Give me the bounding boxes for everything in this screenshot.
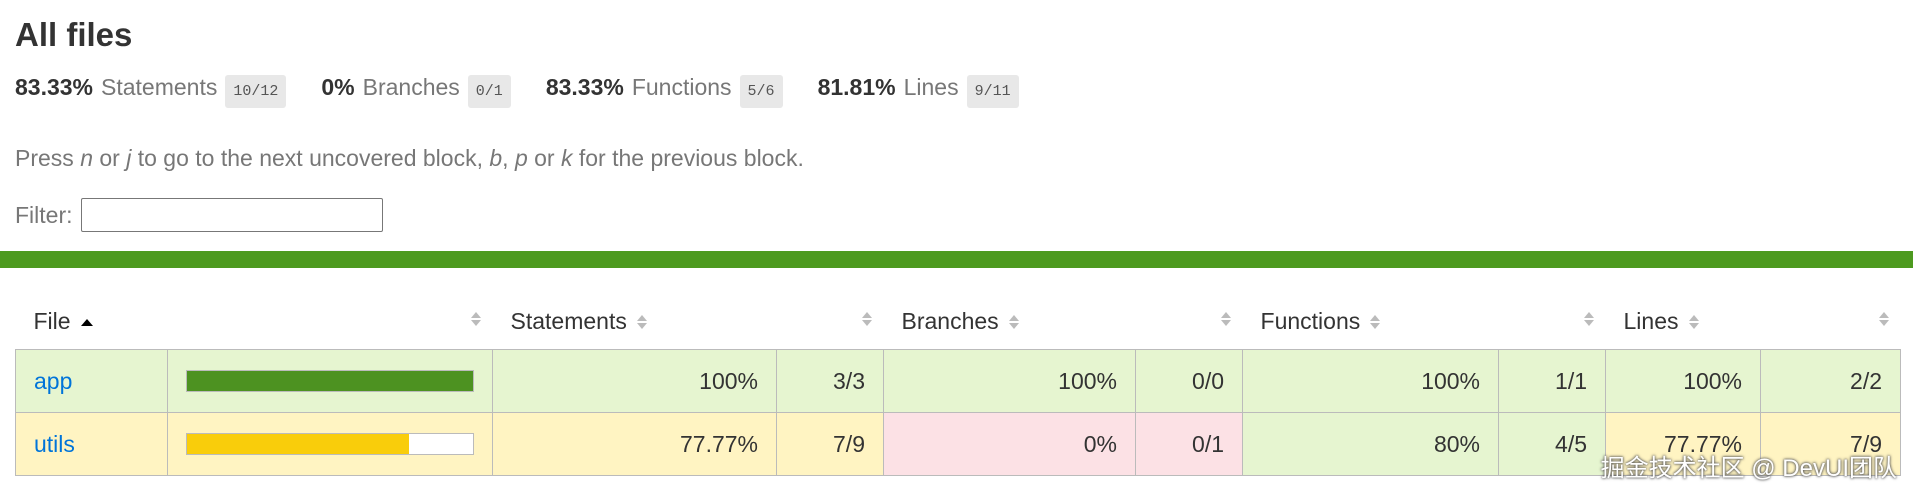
metric-percent: 100%	[883, 349, 1136, 413]
sort-arrow	[80, 318, 93, 326]
help-segment: ,	[502, 145, 515, 171]
bar-cell	[167, 412, 493, 476]
metric-fraction: 2/2	[1760, 349, 1902, 413]
column-header[interactable]: Functions	[1243, 293, 1606, 350]
key: j	[126, 145, 132, 171]
file-link[interactable]: app	[34, 367, 73, 394]
summary-item: 81.81% Lines 9/11	[817, 74, 1019, 108]
coverage-bar	[186, 433, 474, 455]
metric-fraction: 0/0	[1134, 349, 1244, 413]
header-row: File Statements Branches Functions Lines	[16, 293, 1901, 350]
sort-icon[interactable]	[1688, 315, 1699, 330]
summary-percent: 83.33%	[545, 74, 624, 100]
column-title: Statements	[510, 307, 627, 334]
column-header[interactable]: File	[16, 293, 493, 350]
summary-name: Statements	[101, 74, 218, 100]
file-cell: app	[15, 349, 168, 413]
filter: Filter:	[15, 198, 383, 232]
column-title: Branches	[901, 307, 999, 334]
metric-percent: 100%	[492, 349, 777, 413]
metric-percent: 100%	[1242, 349, 1500, 413]
sort-icon[interactable]	[1878, 312, 1889, 326]
filter-label: Filter:	[15, 201, 73, 228]
metric-percent: 77.77%	[492, 412, 777, 476]
metric-fraction: 7/9	[776, 412, 884, 476]
metric-percent: 77.77%	[1605, 412, 1762, 476]
key: b	[489, 145, 503, 171]
sort-icon[interactable]	[1008, 315, 1019, 330]
coverage-table: File Statements Branches Functions Lines app…	[15, 293, 1902, 476]
sort-icon[interactable]	[861, 312, 872, 326]
filter-input[interactable]	[80, 198, 383, 232]
key: k	[560, 145, 573, 171]
help-segment: to go to the next uncovered block,	[131, 145, 490, 171]
summary-fraction: 10/12	[225, 75, 287, 108]
page-title: All files	[15, 16, 133, 53]
summary-fraction: 9/11	[966, 75, 1019, 108]
metric-fraction: 1/1	[1498, 349, 1607, 413]
summary: 83.33% Statements 10/12 0% Branches 0/1 83.33%…	[15, 74, 1019, 108]
metric-fraction: 0/1	[1134, 412, 1244, 476]
summary-name: Functions	[631, 74, 732, 100]
help-segment: or	[92, 145, 127, 171]
column-title: File	[33, 307, 71, 334]
file-row: app 100% 3/3 100% 0/0 100% 1/1 100% 2/2	[15, 349, 1902, 413]
metric-percent: 100%	[1605, 349, 1762, 413]
metric-fraction: 7/9	[1760, 412, 1902, 476]
summary-percent: 81.81%	[817, 74, 896, 100]
column-header[interactable]: Branches	[884, 293, 1243, 350]
help-text: Press n or j to go to the next uncovered…	[15, 145, 804, 172]
metric-fraction: 3/3	[776, 349, 884, 413]
metric-percent: 0%	[883, 412, 1136, 476]
coverage-fill	[187, 434, 410, 454]
key: p	[514, 145, 528, 171]
sort-icon[interactable]	[470, 312, 481, 326]
sort-icon[interactable]	[636, 315, 647, 330]
watermark: 掘金技术社区 @ DevUI团队	[1600, 455, 1897, 482]
summary-item: 83.33% Functions 5/6	[545, 74, 783, 108]
column-title: Lines	[1623, 307, 1679, 334]
summary-item: 83.33% Statements 10/12	[15, 74, 287, 108]
summary-fraction: 5/6	[739, 75, 783, 108]
coverage-bar	[186, 370, 474, 392]
sort-icon[interactable]	[1583, 312, 1594, 326]
metric-fraction: 4/5	[1498, 412, 1607, 476]
key: n	[80, 145, 93, 171]
file-cell: utils	[15, 412, 168, 476]
file-link[interactable]: utils	[34, 430, 75, 457]
column-header[interactable]: Lines	[1606, 293, 1901, 350]
help-segment: Press	[15, 145, 81, 171]
coverage-fill	[187, 371, 473, 391]
summary-name: Lines	[903, 74, 959, 100]
help-segment: or	[527, 145, 561, 171]
summary-item: 0% Branches 0/1	[321, 74, 511, 108]
help-segment: for the previous block.	[572, 145, 804, 171]
column-header[interactable]: Statements	[493, 293, 884, 350]
bar-cell	[167, 349, 493, 413]
summary-name: Branches	[362, 74, 460, 100]
sort-icon[interactable]	[1370, 315, 1381, 330]
column-title: Functions	[1260, 307, 1361, 334]
summary-fraction: 0/1	[467, 75, 511, 108]
metric-percent: 80%	[1242, 412, 1500, 476]
summary-percent: 0%	[321, 74, 355, 100]
summary-percent: 83.33%	[15, 74, 94, 100]
file-row: utils 77.77% 7/9 0% 0/1 80% 4/5 77.77% 7/9	[15, 412, 1902, 476]
sort-icon[interactable]	[1220, 312, 1231, 326]
status-bar	[0, 251, 1913, 268]
table-body: app 100% 3/3 100% 0/0 100% 1/1 100% 2/2 utils 77.7…	[15, 349, 1902, 476]
